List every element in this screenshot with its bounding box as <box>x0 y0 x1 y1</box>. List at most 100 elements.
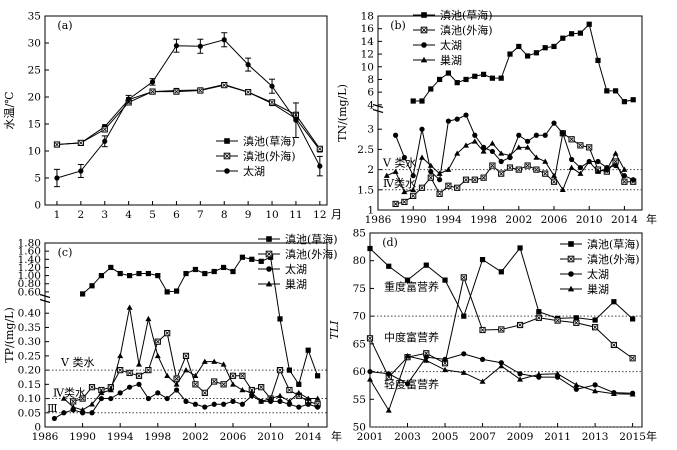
marker-cross <box>446 183 451 188</box>
panel-b: 1986 1990 1994 1998 2002 2006 2010 2014 年4681012… <box>336 8 657 226</box>
data-point <box>149 88 156 95</box>
y-tick-label: 2 <box>367 164 374 176</box>
legend-marker <box>567 285 575 292</box>
data-point <box>442 277 448 283</box>
data-point <box>404 381 411 387</box>
series-0 <box>80 254 321 387</box>
data-point <box>108 264 114 271</box>
data-point <box>621 99 627 105</box>
marker-cross <box>246 90 251 95</box>
data-point <box>550 178 558 185</box>
data-point <box>463 76 469 83</box>
data-point <box>621 178 628 185</box>
marker-cross <box>552 179 556 184</box>
marker-cross <box>71 399 76 404</box>
y-tick-label: 35 <box>28 11 41 23</box>
data-point <box>611 299 617 305</box>
data-point <box>437 177 443 183</box>
y-tick-label: 0.60 <box>18 286 41 298</box>
marker-cross <box>80 396 85 401</box>
y-tick-label: 80 <box>353 255 366 267</box>
marker-cross <box>593 325 597 330</box>
data-point <box>610 341 617 349</box>
y-tick-label: 85 <box>353 228 366 240</box>
x-axis-label: 年 <box>646 429 657 443</box>
data-point <box>479 378 486 384</box>
legend-label: 太湖 <box>285 263 307 276</box>
x-tick-label: 6 <box>173 209 180 221</box>
data-point <box>533 166 540 173</box>
data-point <box>554 317 561 324</box>
data-point <box>577 30 583 36</box>
data-point <box>305 347 311 353</box>
legend-label: 滇池(草海) <box>440 8 493 22</box>
panel-a: 1 2 3 4 5 6 7 8 9 10 11 12 月05101520253035水温/℃(a)滇池(… <box>3 11 342 222</box>
data-point <box>386 263 392 269</box>
legend-marker <box>568 271 574 277</box>
data-point <box>568 164 575 170</box>
x-tick-label: 2014 <box>611 214 638 226</box>
series-1 <box>53 82 323 152</box>
x-tick-label: 10 <box>265 209 278 221</box>
data-point <box>136 270 142 277</box>
data-point <box>418 184 426 191</box>
x-tick-label: 4 <box>125 209 132 221</box>
legend-label: 太湖 <box>587 268 609 281</box>
data-point <box>183 270 189 277</box>
data-point <box>386 371 392 377</box>
x-tick-label: 2011 <box>544 431 571 443</box>
series-0 <box>410 21 636 105</box>
data-point <box>53 141 61 148</box>
y-tick-label: 1.20 <box>18 262 41 274</box>
data-point <box>436 190 443 197</box>
data-point <box>577 170 584 176</box>
data-point <box>419 154 425 160</box>
y-tick-label: 0.05 <box>18 407 41 419</box>
legend-marker <box>265 250 273 258</box>
data-point <box>182 352 190 359</box>
series-1 <box>392 130 637 208</box>
y-tick-label: 25 <box>28 65 41 77</box>
y-tick-label: 1 <box>367 205 374 217</box>
data-point <box>445 166 452 172</box>
data-point <box>70 404 77 410</box>
data-point <box>286 367 292 373</box>
data-point <box>481 144 487 150</box>
data-point <box>98 272 104 279</box>
data-point <box>427 162 434 168</box>
data-point <box>525 138 531 144</box>
data-point <box>573 381 580 388</box>
x-tick-label: 2007 <box>469 431 496 443</box>
marker-cross <box>165 331 170 336</box>
y-tick-label: 1.80 <box>18 238 41 250</box>
data-point <box>154 338 161 345</box>
marker-cross <box>481 175 486 180</box>
data-point <box>117 367 124 374</box>
series-line <box>395 114 634 181</box>
y-tick-label: 1.00 <box>18 270 41 282</box>
data-point <box>221 264 227 271</box>
data-point <box>536 309 542 315</box>
marker-cross <box>464 177 468 182</box>
marker-cross <box>437 191 442 196</box>
data-point <box>54 175 60 181</box>
y-tick-label: 1.60 <box>18 246 41 258</box>
data-point <box>296 381 302 387</box>
data-point <box>445 118 451 124</box>
y-axis-label: TP/(mg/L) <box>3 307 16 363</box>
data-point <box>201 389 208 396</box>
marker-cross <box>543 171 548 176</box>
marker-cross <box>534 167 539 172</box>
plot-frame <box>377 15 643 211</box>
legend-marker <box>568 241 574 247</box>
x-tick-label: 2006 <box>541 214 568 226</box>
data-point <box>516 132 522 138</box>
data-point <box>454 80 460 86</box>
series-line <box>56 39 321 179</box>
data-point <box>586 144 593 151</box>
data-point <box>296 404 302 410</box>
data-point <box>173 43 180 49</box>
data-point <box>542 132 548 138</box>
